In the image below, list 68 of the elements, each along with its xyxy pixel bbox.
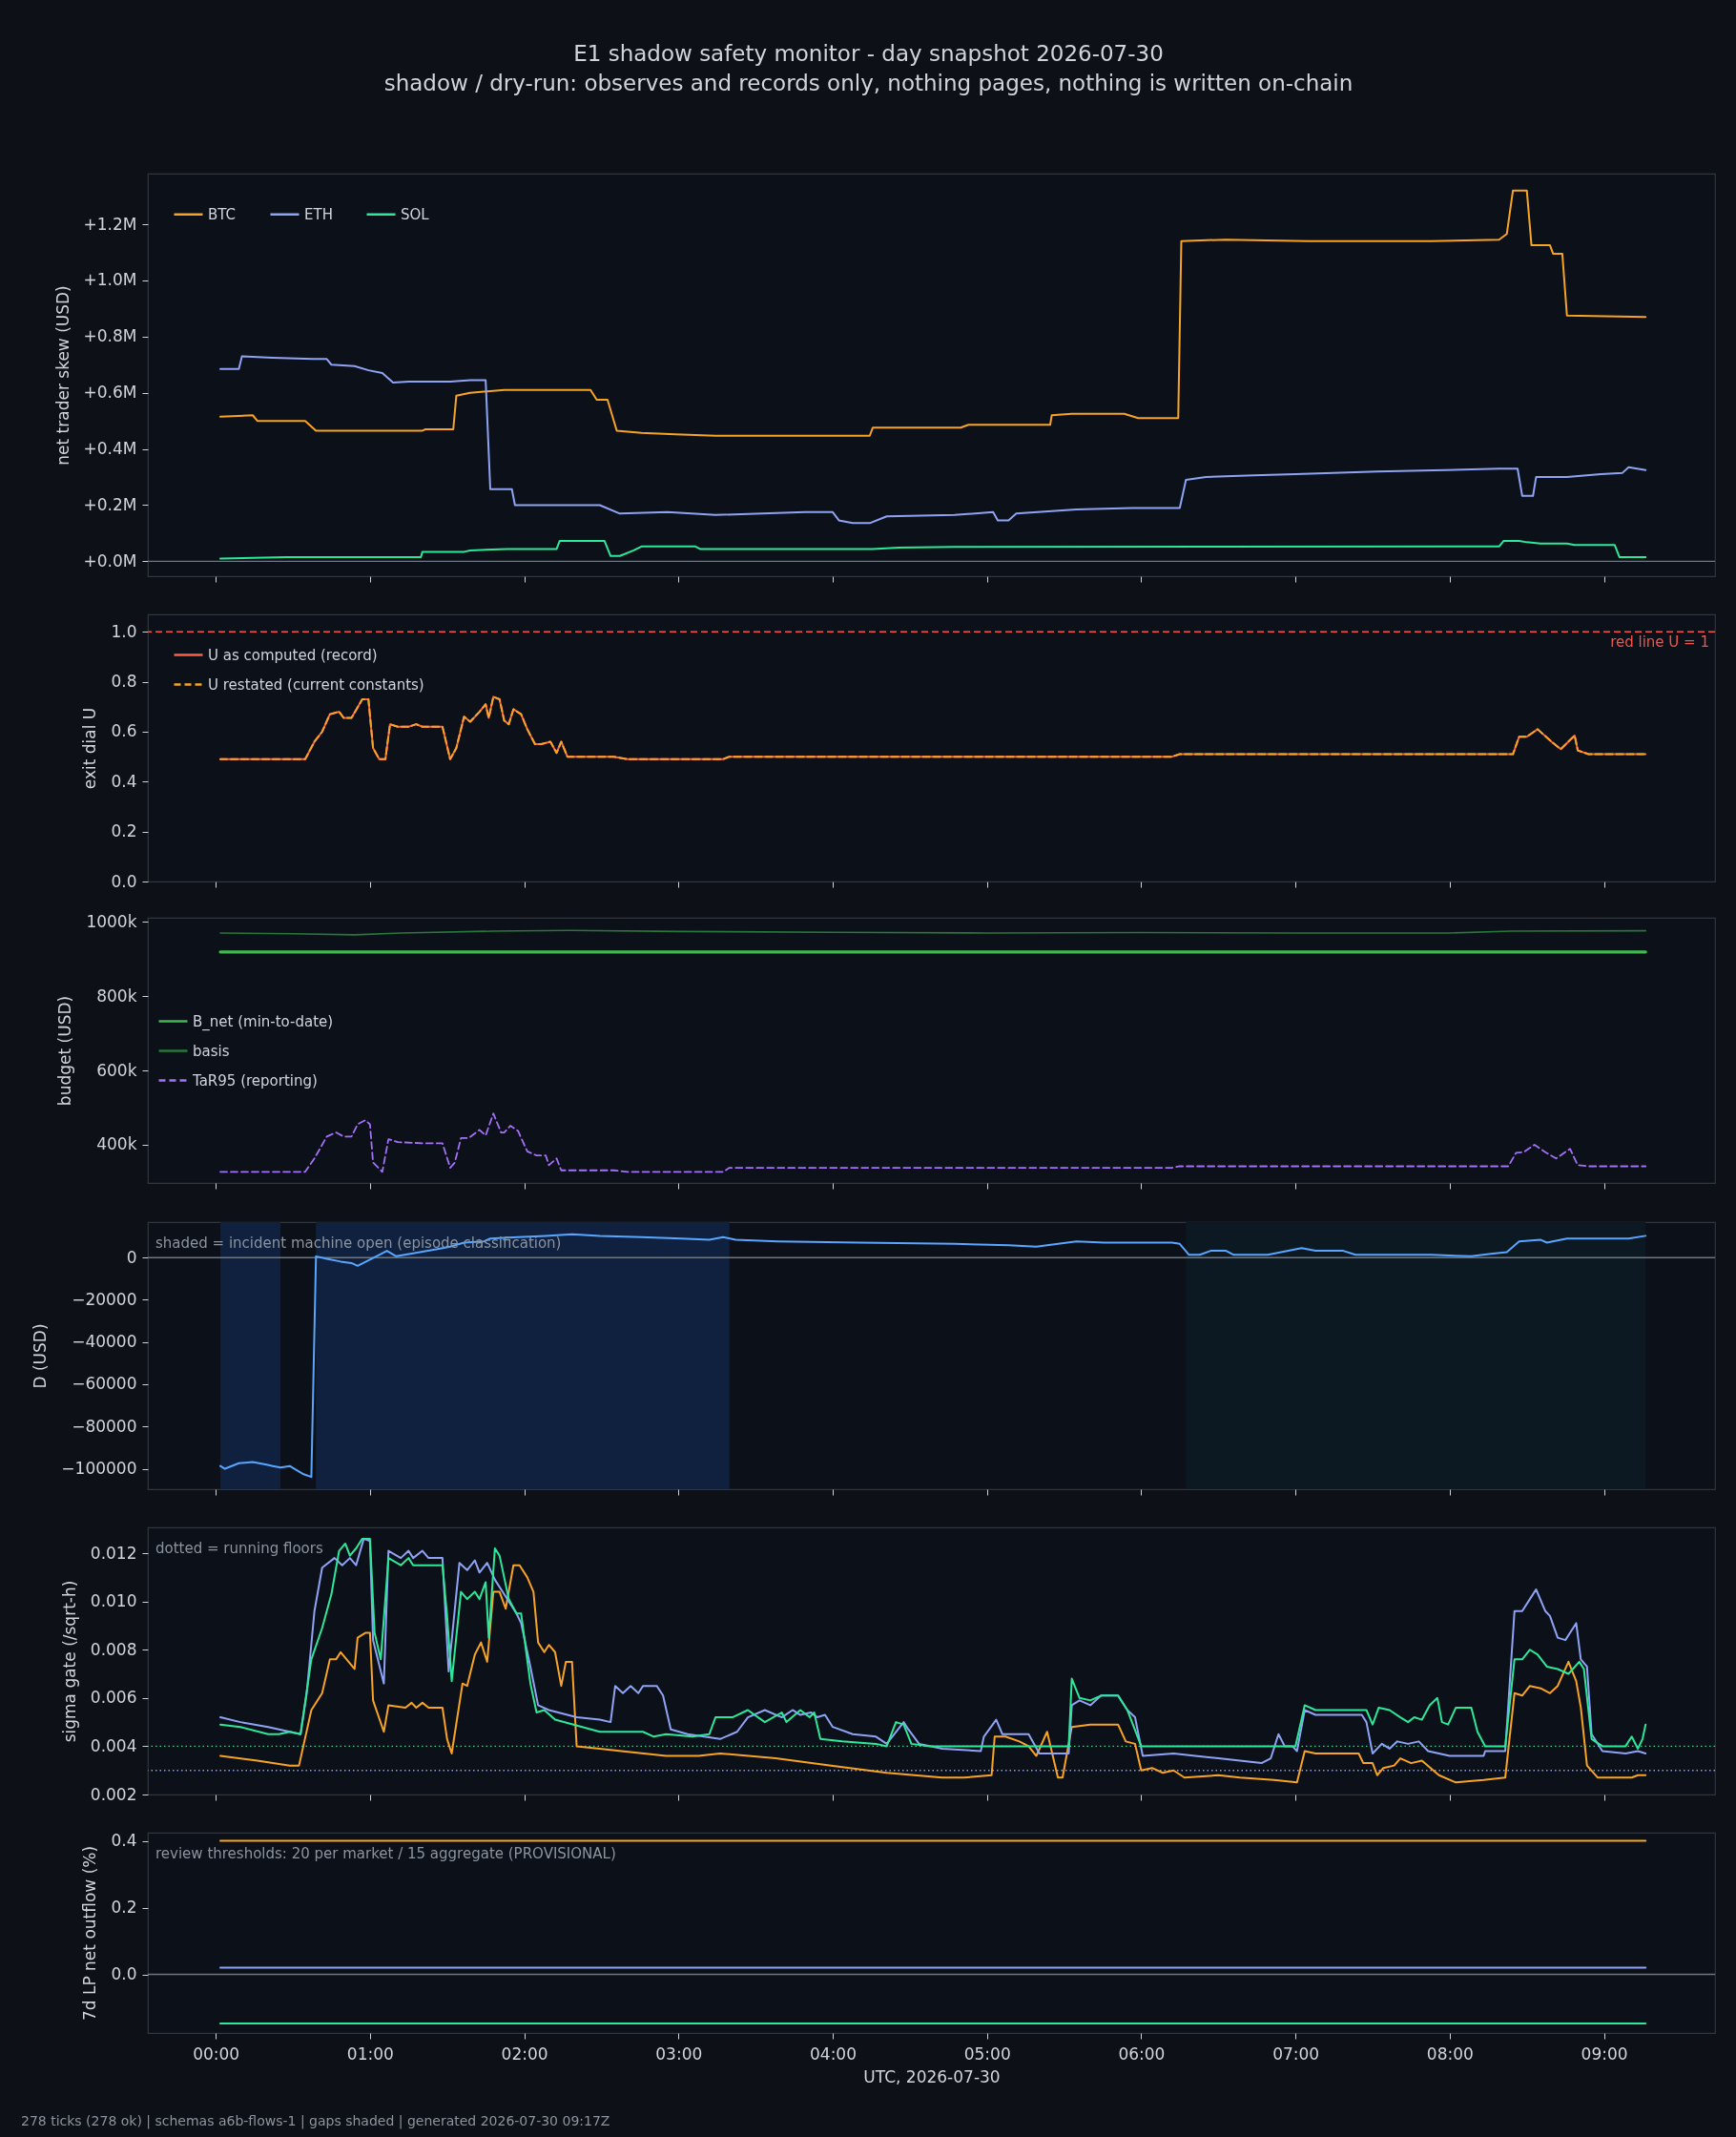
legend-label: SOL xyxy=(401,205,430,223)
y-tick-label: 0.4 xyxy=(111,1831,137,1851)
y-tick-label: 800k xyxy=(96,986,137,1006)
y-tick-label: +0.0M xyxy=(83,550,137,571)
y-tick-label: 0.010 xyxy=(90,1591,137,1611)
x-tick-label: 03:00 xyxy=(655,2044,703,2064)
annotation: shaded = incident machine open (episode classification) xyxy=(155,1234,562,1252)
x-tick-label: 01:00 xyxy=(346,2044,394,2064)
y-axis-title: exit dial U xyxy=(80,707,100,790)
y-tick-label: 0.006 xyxy=(90,1688,137,1708)
y-tick-label: −100000 xyxy=(61,1459,137,1479)
y-tick-label: +0.4M xyxy=(83,439,137,459)
y-axis-title: 7d LP net outflow (%) xyxy=(80,1845,100,2022)
y-tick-label: 400k xyxy=(96,1134,137,1154)
y-tick-label: 0.4 xyxy=(111,771,137,791)
y-tick-label: 600k xyxy=(96,1060,137,1080)
line-series xyxy=(219,539,1647,560)
x-tick-label: 09:00 xyxy=(1581,2044,1628,2064)
x-tick-label: 02:00 xyxy=(501,2044,548,2064)
y-tick-label: 0.0 xyxy=(111,1964,137,1984)
y-tick-label: 0.8 xyxy=(111,672,137,692)
y-tick-label: 0.002 xyxy=(90,1784,137,1804)
y-axis-title: D (USD) xyxy=(31,1323,51,1389)
y-tick-label: −20000 xyxy=(72,1289,137,1309)
y-tick-label: 0.2 xyxy=(111,821,137,841)
y-tick-label: −60000 xyxy=(72,1374,137,1394)
line-series xyxy=(219,1564,1647,1784)
legend-label: U as computed (record) xyxy=(208,646,378,664)
x-axis-title: UTC, 2026-07-30 xyxy=(863,2066,1001,2086)
y-tick-label: 0.0 xyxy=(111,871,137,891)
x-tick-label: 07:00 xyxy=(1272,2044,1320,2064)
y-tick-label: +0.8M xyxy=(83,326,137,346)
ref-line-label: red line U = 1 xyxy=(1610,633,1709,652)
legend-label: U restated (current constants) xyxy=(208,675,424,694)
x-tick-label: 04:00 xyxy=(810,2044,857,2064)
x-tick-label: 00:00 xyxy=(193,2044,240,2064)
y-tick-label: +1.0M xyxy=(83,270,137,290)
legend-label: basis xyxy=(193,1042,230,1060)
chart-subtitle: shadow / dry-run: observes and records only, nothing pages, nothing is written on-chain xyxy=(383,71,1354,95)
x-tick-label: 05:00 xyxy=(963,2044,1011,2064)
legend-label: BTC xyxy=(208,205,237,223)
y-tick-label: −80000 xyxy=(72,1416,137,1436)
text: 278 ticks (278 ok) | schemas a6b-flows-1 | gaps shaded | generated 2026-07-30 09:17Z xyxy=(21,2113,610,2129)
y-tick-label: 0.008 xyxy=(90,1639,137,1659)
y-axis-title: budget (USD) xyxy=(55,995,75,1107)
y-tick-label: −40000 xyxy=(72,1332,137,1352)
y-tick-label: 1000k xyxy=(86,911,137,931)
y-tick-label: 0.012 xyxy=(90,1543,137,1563)
line-series xyxy=(219,355,1647,525)
y-axis-title: sigma gate (/sqrt-h) xyxy=(59,1580,79,1743)
y-tick-label: 0.6 xyxy=(111,721,137,741)
legend-label: TaR95 (reporting) xyxy=(192,1071,318,1089)
y-tick-label: 0.2 xyxy=(111,1898,137,1918)
y-tick-label: +0.6M xyxy=(83,383,137,403)
chart-title: E1 shadow safety monitor - day snapshot 2026-07-30 xyxy=(573,41,1164,66)
y-tick-label: +1.2M xyxy=(83,214,137,234)
y-axis-title: net trader skew (USD) xyxy=(52,285,72,466)
legend-label: B_net (min-to-date) xyxy=(193,1012,334,1031)
y-tick-label: 1.0 xyxy=(111,621,137,641)
annotation: review thresholds: 20 per market / 15 aggregate (PROVISIONAL) xyxy=(155,1845,616,1862)
legend-label: ETH xyxy=(304,205,333,223)
y-tick-label: 0.004 xyxy=(90,1735,137,1755)
y-tick-label: 0 xyxy=(126,1247,137,1267)
line-series xyxy=(219,1112,1647,1173)
annotation: dotted = running floors xyxy=(155,1540,323,1557)
x-tick-label: 06:00 xyxy=(1118,2044,1166,2064)
y-tick-label: +0.2M xyxy=(83,494,137,514)
x-tick-label: 08:00 xyxy=(1426,2044,1474,2064)
